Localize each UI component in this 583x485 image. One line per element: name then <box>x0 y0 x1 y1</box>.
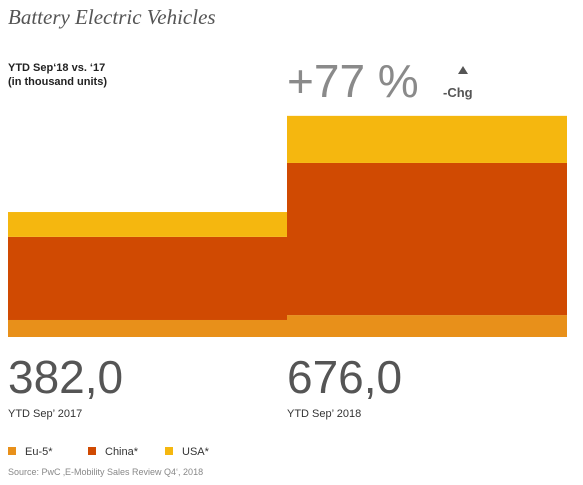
source: Source: PwC ‚E-Mobility Sales Review Q4‘… <box>8 467 203 477</box>
total-label: 676,0 <box>287 351 402 403</box>
legend-swatch <box>88 447 96 455</box>
category-label: YTD Sep’ 2017 <box>8 408 82 420</box>
bar-segment <box>8 212 287 237</box>
legend-swatch <box>8 447 16 455</box>
bar-segment <box>8 236 287 320</box>
legend-label: Eu-5* <box>25 446 53 458</box>
legend-label: China* <box>105 446 139 458</box>
bar-segment <box>287 115 567 163</box>
chart-title: Battery Electric Vehicles <box>8 5 216 29</box>
category-label: YTD Sep’ 2018 <box>287 408 361 420</box>
bar-segment <box>287 162 567 316</box>
change-label: +77 % <box>287 55 419 107</box>
subtitle: (in thousand units) <box>8 76 107 88</box>
bar-segment <box>8 319 287 337</box>
total-label: 382,0 <box>8 351 123 403</box>
legend-swatch <box>165 447 173 455</box>
subtitle: YTD Sep‘18 vs. ‘17 <box>8 62 105 74</box>
legend-label: USA* <box>182 446 210 458</box>
change-caption: -Chg <box>443 85 473 100</box>
change-arrow <box>458 66 468 74</box>
bar-segment <box>287 315 567 337</box>
